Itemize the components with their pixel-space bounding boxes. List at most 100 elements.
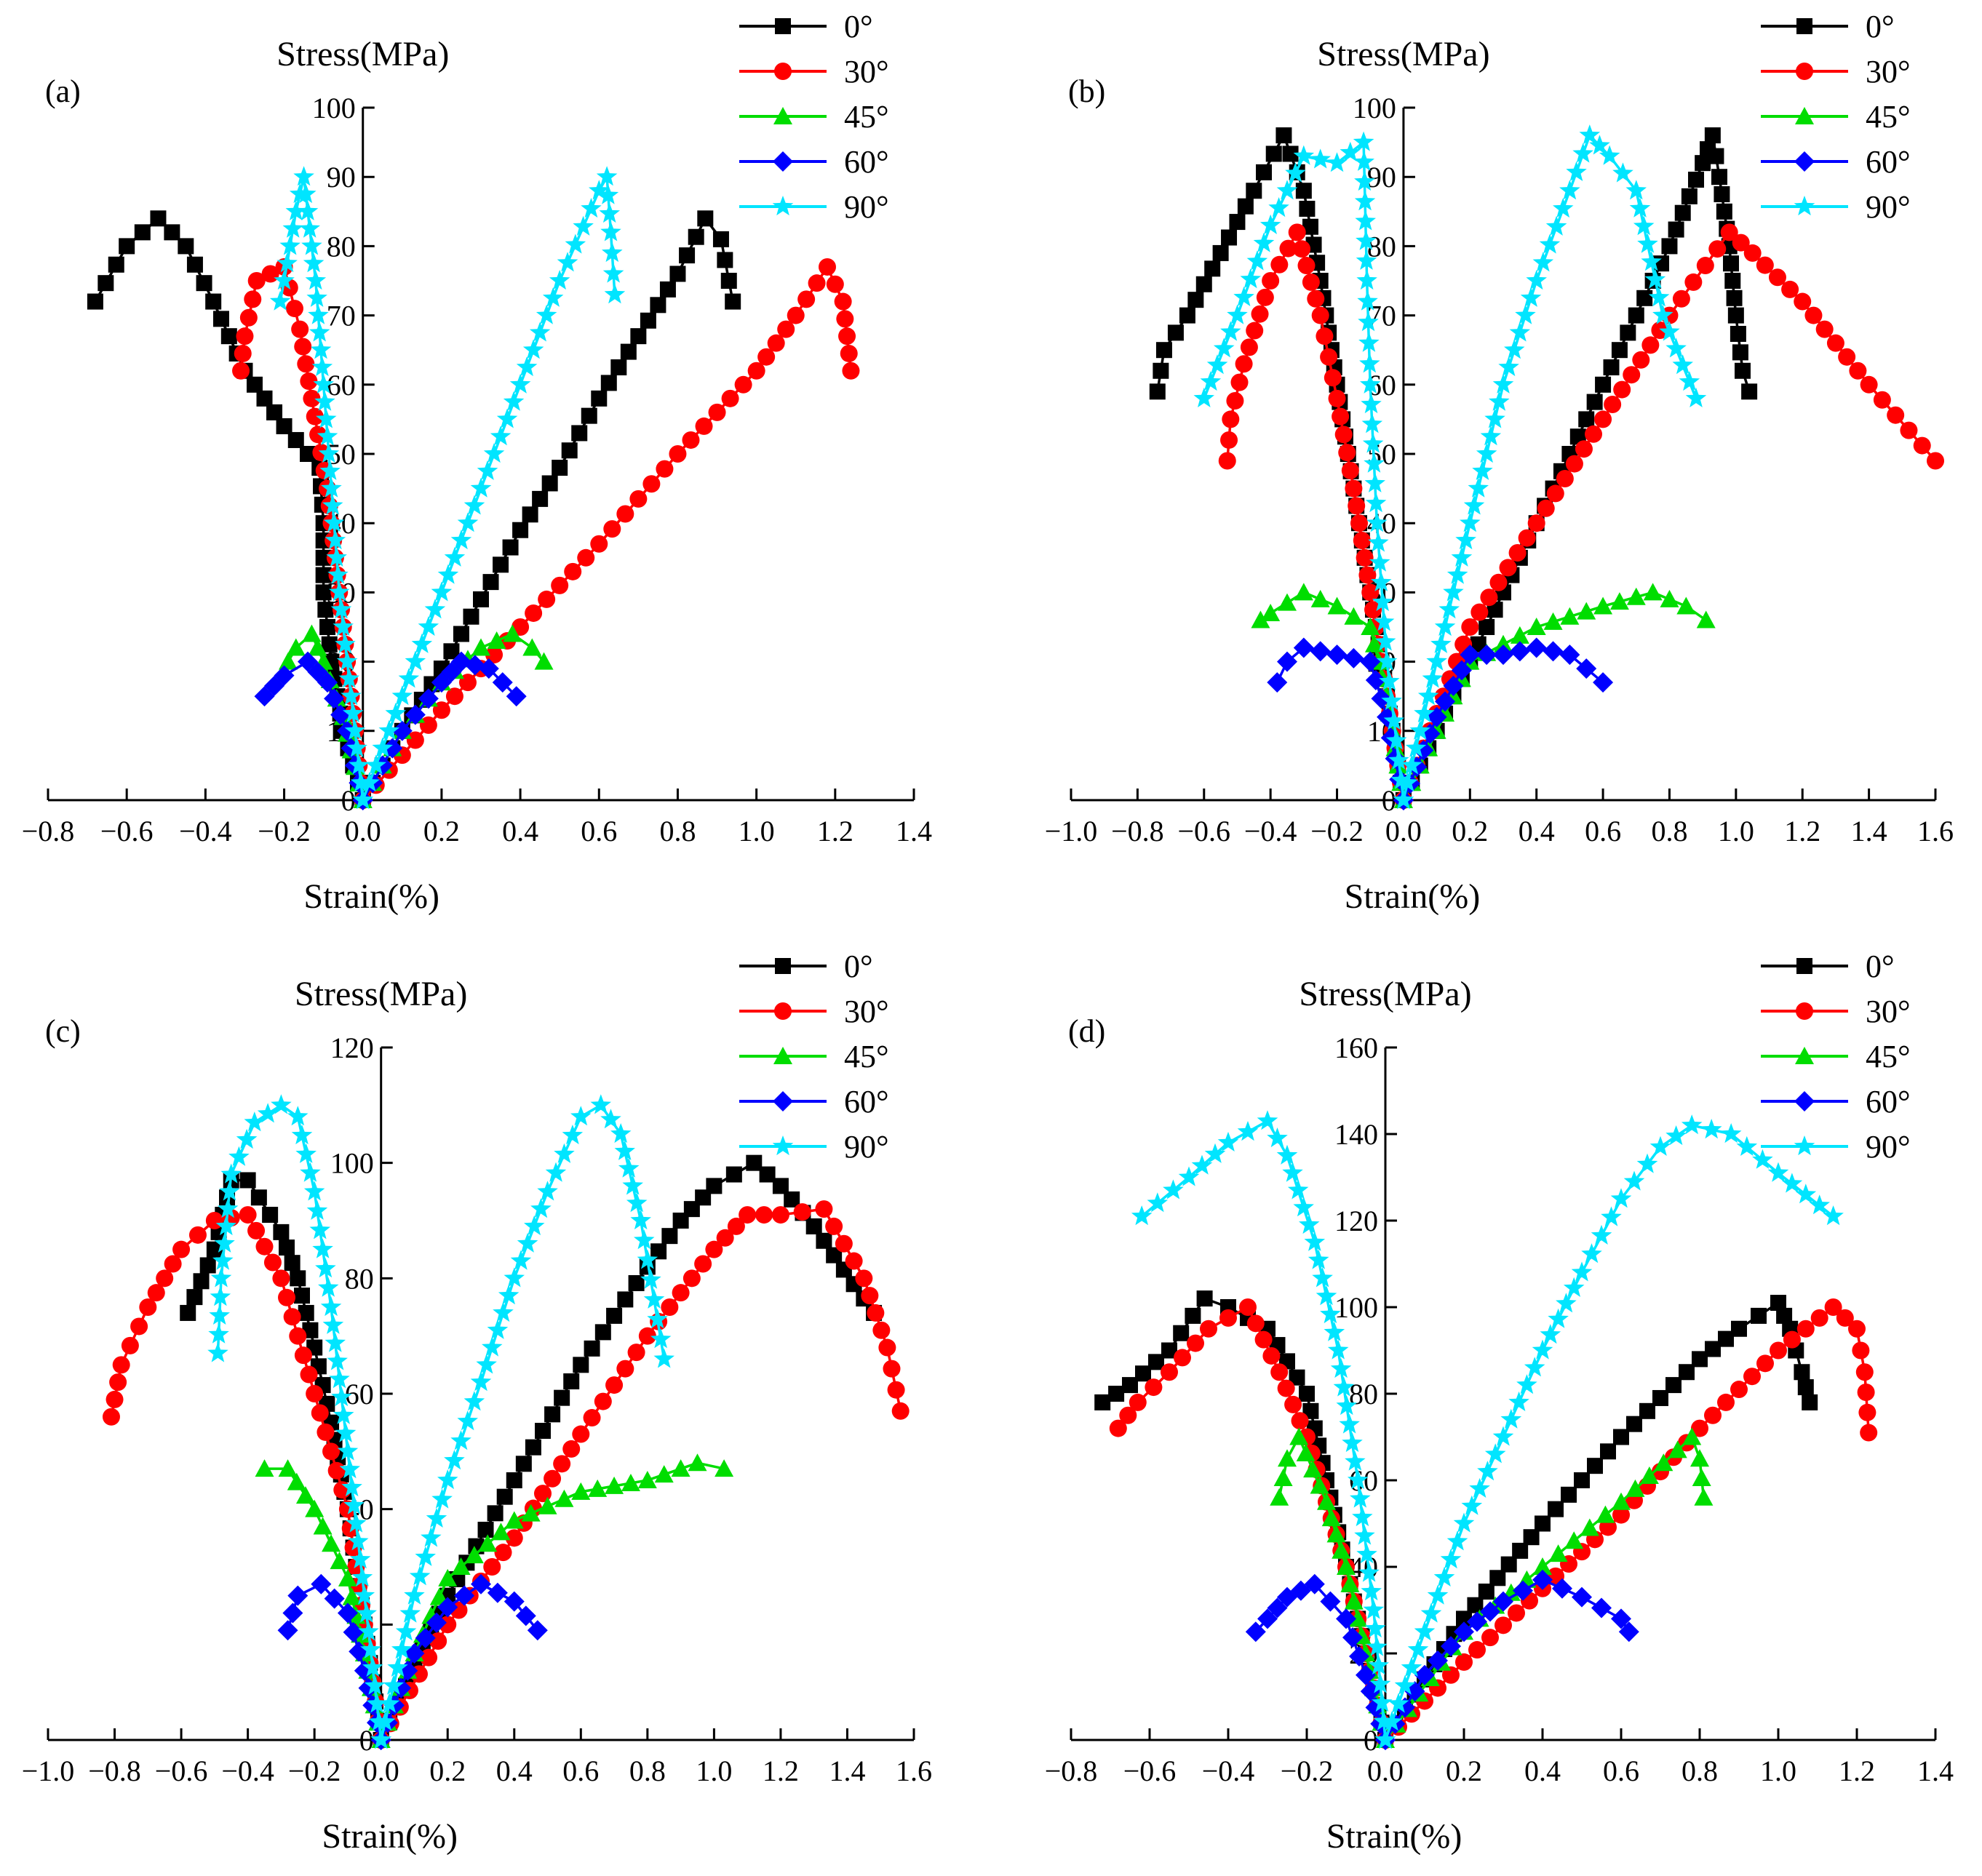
data-point — [530, 1198, 552, 1218]
data-point — [571, 1482, 591, 1500]
data-point — [1350, 1488, 1371, 1508]
data-point — [391, 1639, 413, 1659]
data-point — [1460, 644, 1481, 666]
data-point — [147, 1284, 165, 1302]
data-point — [409, 1565, 431, 1586]
data-point — [322, 1442, 341, 1461]
data-point — [1560, 607, 1580, 625]
data-point — [269, 290, 291, 311]
data-point — [637, 1471, 657, 1488]
data-point — [1796, 1320, 1815, 1338]
data-point — [706, 1178, 723, 1194]
legend-entry: 60° — [1866, 1084, 1911, 1119]
data-point — [1679, 1364, 1695, 1381]
data-point — [463, 495, 485, 515]
data-point — [1512, 1542, 1529, 1559]
data-point — [294, 1346, 312, 1365]
data-point — [747, 362, 765, 380]
data-point — [1493, 644, 1513, 666]
data-point — [1609, 592, 1629, 610]
data-point — [1353, 131, 1374, 151]
data-point — [1293, 637, 1314, 658]
x-tick-label: −0.4 — [1202, 1755, 1255, 1787]
data-point — [650, 1243, 667, 1260]
data-point — [1354, 191, 1376, 211]
data-point — [1913, 436, 1931, 455]
data-point — [289, 1327, 307, 1345]
data-point — [186, 256, 203, 273]
data-point — [1500, 1408, 1522, 1429]
data-point — [542, 287, 564, 307]
x-tick-label: 1.0 — [1718, 815, 1754, 847]
data-point — [306, 1385, 324, 1402]
data-point — [457, 1410, 478, 1431]
data-point — [279, 1240, 295, 1256]
data-point — [311, 1404, 329, 1422]
data-point — [247, 272, 266, 290]
data-point — [1668, 1440, 1687, 1458]
data-point — [284, 1255, 301, 1272]
data-point — [470, 477, 492, 498]
data-point — [1508, 544, 1527, 562]
data-point — [1623, 366, 1641, 384]
data-point — [1289, 1427, 1309, 1445]
data-point — [1251, 610, 1270, 628]
data-point — [1768, 268, 1786, 287]
data-point — [640, 1269, 661, 1289]
data-point — [255, 1459, 274, 1477]
data-point — [712, 231, 729, 247]
data-point — [293, 1288, 310, 1304]
data-point — [1533, 1557, 1552, 1575]
data-point — [97, 275, 114, 292]
data-point — [1369, 1673, 1391, 1693]
data-point — [573, 215, 594, 236]
legend-entry: 0° — [1866, 949, 1895, 984]
data-point — [212, 1250, 234, 1270]
data-point — [246, 376, 263, 393]
data-point — [485, 646, 504, 664]
data-point — [349, 754, 370, 775]
data-point — [1848, 1320, 1866, 1338]
x-tick-label: 0.2 — [423, 815, 460, 847]
data-point — [244, 1111, 265, 1132]
data-point — [659, 281, 676, 298]
legend-entry: 30° — [844, 54, 889, 89]
data-point — [1353, 151, 1374, 171]
data-point — [1660, 589, 1679, 607]
data-point — [311, 1573, 332, 1594]
panel-label: (c) — [45, 1013, 81, 1049]
data-point — [337, 1602, 358, 1624]
data-point — [1282, 1162, 1303, 1182]
data-point — [1360, 651, 1381, 672]
data-point — [1451, 660, 1472, 681]
data-point — [1155, 342, 1172, 359]
data-point — [725, 1166, 742, 1183]
legend-entry: 30° — [844, 994, 889, 1029]
x-tick-label: 0.0 — [345, 815, 381, 847]
data-point — [1278, 1449, 1297, 1467]
data-point — [1239, 1298, 1257, 1316]
data-point — [1524, 1357, 1545, 1377]
data-point — [1296, 1443, 1316, 1461]
data-point — [1381, 690, 1402, 711]
data-point — [1268, 197, 1289, 217]
data-point — [482, 574, 499, 591]
data-point — [708, 403, 726, 421]
series-3 — [254, 651, 527, 810]
x-tick-label: 1.2 — [763, 1755, 799, 1787]
data-point — [1480, 588, 1498, 607]
data-point — [219, 1181, 240, 1201]
data-point — [276, 418, 292, 434]
data-point — [1498, 356, 1519, 377]
data-point — [1756, 256, 1774, 274]
data-point — [1559, 180, 1580, 200]
data-point — [1860, 375, 1878, 394]
data-point — [1599, 145, 1620, 165]
data-point — [1849, 362, 1867, 380]
data-point — [1108, 1386, 1125, 1402]
data-point — [1361, 583, 1380, 602]
x-tick-label: −1.0 — [22, 1755, 75, 1787]
data-point — [360, 1639, 381, 1659]
data-point — [156, 1269, 174, 1288]
data-point — [318, 443, 340, 463]
